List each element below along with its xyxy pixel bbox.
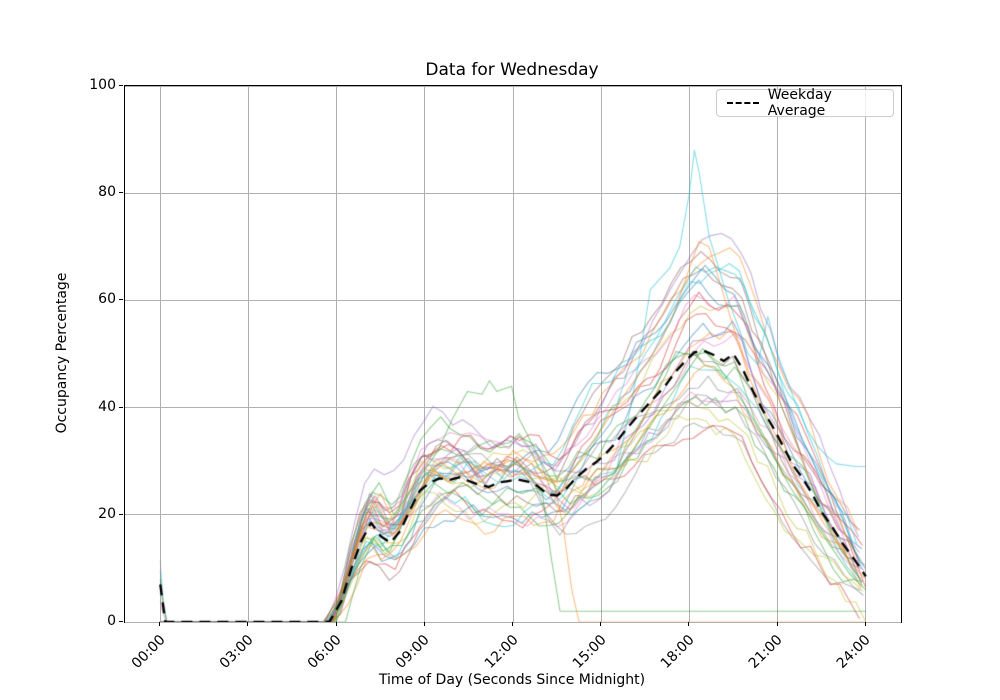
- x-axis-title: Time of Day (Seconds Since Midnight): [378, 672, 646, 688]
- y-tick-mark: [119, 406, 123, 408]
- x-tick-mark: [247, 622, 249, 626]
- gridline-horizontal: [125, 621, 901, 623]
- x-tick-mark: [159, 622, 161, 626]
- x-tick-label-text: 21:00: [745, 632, 786, 672]
- plot-area: [124, 85, 902, 623]
- x-tick-label-text: 15:00: [569, 632, 610, 672]
- dashed-line-legend-sample: [727, 102, 759, 104]
- chart-title: Data for Wednesday: [425, 60, 599, 80]
- data-lines-canvas: [125, 86, 901, 622]
- y-tick-mark: [119, 299, 123, 301]
- y-tick-label: 60: [98, 291, 116, 308]
- x-tick-mark: [776, 622, 778, 626]
- x-tick-mark: [600, 622, 602, 626]
- x-tick-mark: [335, 622, 337, 626]
- x-tick-mark: [864, 622, 866, 626]
- x-tick-mark: [512, 622, 513, 626]
- x-tick-label-text: 12:00: [481, 632, 522, 672]
- y-tick-mark: [119, 192, 123, 194]
- x-tick-label-text: 03:00: [216, 632, 257, 672]
- y-tick-label: 20: [98, 505, 116, 522]
- x-tick-label-text: 24:00: [834, 632, 875, 672]
- x-tick-mark: [423, 622, 425, 626]
- y-tick-mark: [119, 85, 123, 86]
- y-tick-mark: [119, 621, 123, 622]
- y-tick-mark: [119, 513, 123, 515]
- x-tick-label-text: 00:00: [128, 632, 169, 672]
- legend-entry-label: Weekday Average: [767, 87, 832, 119]
- y-tick-label: 40: [98, 398, 116, 415]
- y-tick-label: 100: [89, 77, 116, 93]
- x-tick-label-text: 18:00: [657, 632, 698, 672]
- x-tick-label-text: 09:00: [393, 632, 434, 672]
- x-tick-mark: [688, 622, 690, 626]
- y-tick-label: 0: [107, 613, 116, 629]
- legend: Weekday Average: [716, 87, 894, 119]
- x-tick-label-text: 06:00: [305, 632, 345, 672]
- y-tick-label: 80: [98, 184, 116, 201]
